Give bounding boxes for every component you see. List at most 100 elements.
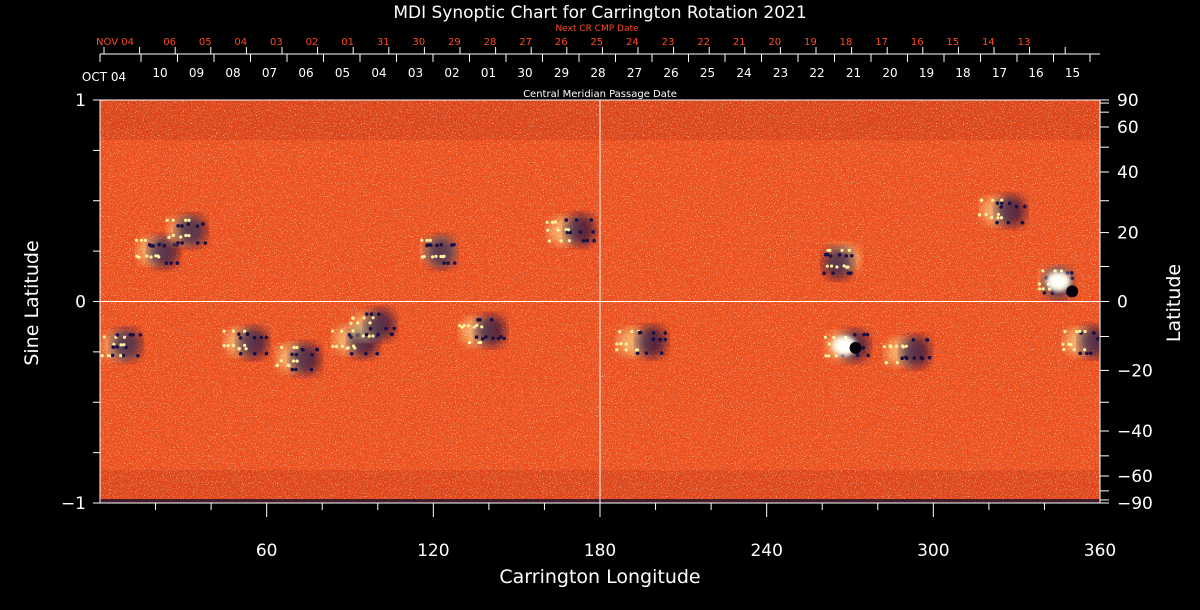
negative-fleck [496,336,501,341]
cmp-date-label: 04 [371,66,386,80]
negative-fleck [585,238,590,243]
y-tick-label-left: 0 [75,293,86,313]
positive-fleck [1000,198,1004,202]
negative-fleck [446,261,450,265]
negative-fleck [164,261,169,265]
positive-fleck [428,238,432,242]
negative-fleck [349,335,353,339]
positive-fleck [1062,347,1066,352]
positive-fleck [292,345,296,350]
negative-fleck [1006,220,1011,225]
positive-fleck [157,255,161,259]
cmp-date-label: 15 [1065,66,1080,80]
cmp-date-label: 09 [189,66,204,80]
negative-fleck [589,218,594,222]
positive-fleck [244,347,248,351]
cmp-date-label: 08 [225,66,240,80]
negative-fleck [426,243,430,247]
positive-fleck [275,363,279,367]
y-tick-label-right: 0 [1117,293,1128,313]
y-tick-label-left: −1 [61,494,86,514]
cmp-date-label: 28 [590,66,605,80]
positive-fleck [134,238,139,242]
negative-fleck [1085,351,1089,356]
positive-fleck [547,239,551,243]
positive-fleck [847,248,851,253]
negative-fleck [429,243,433,247]
negative-fleck [837,253,842,257]
positive-fleck [996,216,1000,220]
positive-fleck [100,354,104,358]
positive-fleck [292,359,296,363]
negative-fleck [995,220,999,225]
negative-fleck [1106,337,1110,341]
negative-fleck [375,351,380,356]
positive-fleck [295,359,299,363]
next-cr-date-label: 31 [377,37,390,48]
negative-polarity-patch [237,326,268,359]
negative-fleck [259,335,264,340]
negative-fleck [849,271,853,275]
positive-fleck [895,344,899,348]
next-cr-date-label: 29 [448,37,461,48]
negative-fleck [439,242,444,247]
cmp-date-axis: OCT 04 10 09 08 07 06 05 04 03 02 01 30 29 28 27 26 25 24… [82,54,1091,84]
positive-fleck [624,348,628,352]
next-cr-date-axis: NOV 04 06 05 04 03 02 01 31 30 29 28 27 26 25 24 23 22 21… [96,37,1100,55]
positive-fleck [340,344,345,348]
positive-fleck [904,344,908,348]
cmp-date-label: 19 [919,66,934,80]
active-regions [100,194,1110,375]
positive-fleck [431,255,435,259]
negative-fleck [644,351,649,355]
positive-fleck [280,345,284,350]
negative-fleck [294,367,298,372]
negative-fleck [904,356,909,361]
negative-polarity-patch [290,342,321,375]
negative-fleck [663,337,667,342]
positive-fleck [615,348,619,352]
negative-fleck [368,327,373,331]
negative-polarity-patch [636,325,667,358]
negative-fleck [390,332,394,337]
negative-fleck [364,332,369,337]
positive-fleck [458,324,462,328]
positive-fleck [630,329,634,334]
positive-fleck [634,348,639,352]
next-cr-date-label: 24 [626,37,639,48]
positive-fleck [351,344,356,348]
next-cr-date-label: 20 [768,37,781,48]
positive-fleck [361,334,365,338]
sunspots [832,271,1079,356]
negative-spot [1066,285,1079,298]
cmp-date-label: 30 [517,66,532,80]
positive-fleck [1072,348,1076,352]
negative-fleck [865,332,870,337]
negative-fleck [376,332,380,337]
x-tick-label: 360 [1084,541,1116,561]
negative-fleck [1104,351,1108,355]
positive-fleck [830,264,834,268]
positive-fleck [1041,269,1045,273]
positive-fleck [553,220,558,224]
negative-fleck [365,312,369,316]
next-cr-date-label: 13 [1018,37,1031,48]
negative-fleck [238,336,243,340]
cmp-date-label: 10 [152,66,167,80]
negative-fleck [1042,291,1047,295]
positive-fleck [226,344,230,348]
positive-fleck [1069,342,1073,347]
positive-fleck [187,234,191,238]
negative-fleck [294,352,299,357]
positive-fleck [834,354,838,358]
positive-fleck [135,254,139,258]
positive-fleck [977,213,982,217]
cmp-date-label: 24 [736,66,751,80]
y-tick-label-right: −90 [1117,494,1153,514]
negative-fleck [489,317,494,322]
positive-fleck [545,220,549,224]
negative-fleck [364,351,368,356]
positive-fleck [462,323,466,328]
negative-fleck [162,243,167,248]
